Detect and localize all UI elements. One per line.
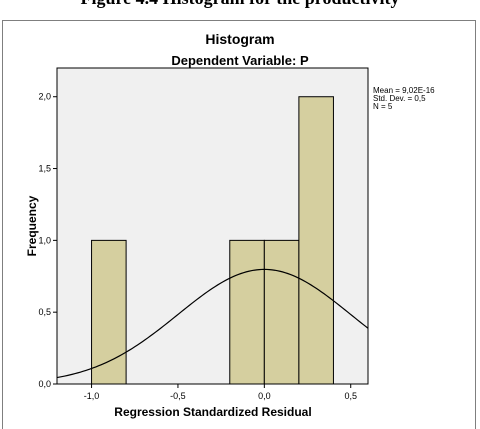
y-tick-label: 0,0 — [38, 379, 51, 389]
y-tick-label: 0,5 — [38, 307, 51, 317]
stats-std-dev: Std. Dev. = 0,5 — [373, 94, 426, 103]
figure-caption: Figure 4.4 Histogram for the productivit… — [0, 0, 480, 9]
histogram-bar-4 — [298, 96, 334, 385]
x-tick-label: -0,5 — [170, 391, 186, 401]
histogram-bar-3 — [263, 239, 300, 385]
y-axis-ticks: 0,0 0,5 1,0 1,5 2,0 — [38, 92, 57, 389]
stats-n: N = 5 — [373, 102, 393, 111]
x-tick-label: 0,0 — [258, 391, 271, 401]
x-axis-label: Regression Standardized Residual — [114, 405, 311, 419]
stats-mean: Mean = 9,02E-16 — [373, 86, 435, 95]
x-axis-ticks: -1,0 -0,5 0,0 0,5 — [84, 384, 357, 401]
y-tick-label: 2,0 — [38, 92, 51, 102]
chart-subtitle: Dependent Variable: P — [171, 53, 309, 68]
y-tick-label: 1,0 — [38, 235, 51, 245]
y-axis-label: Frequency — [25, 195, 39, 256]
y-tick-label: 1,5 — [38, 164, 51, 174]
bars-group — [91, 96, 334, 385]
histogram-bar-2 — [229, 239, 265, 385]
x-tick-label: 0,5 — [344, 391, 357, 401]
x-tick-label: -1,0 — [84, 391, 100, 401]
histogram-bar-1 — [91, 239, 127, 385]
normal-curve — [56, 268, 369, 379]
chart-title: Histogram — [205, 31, 274, 47]
